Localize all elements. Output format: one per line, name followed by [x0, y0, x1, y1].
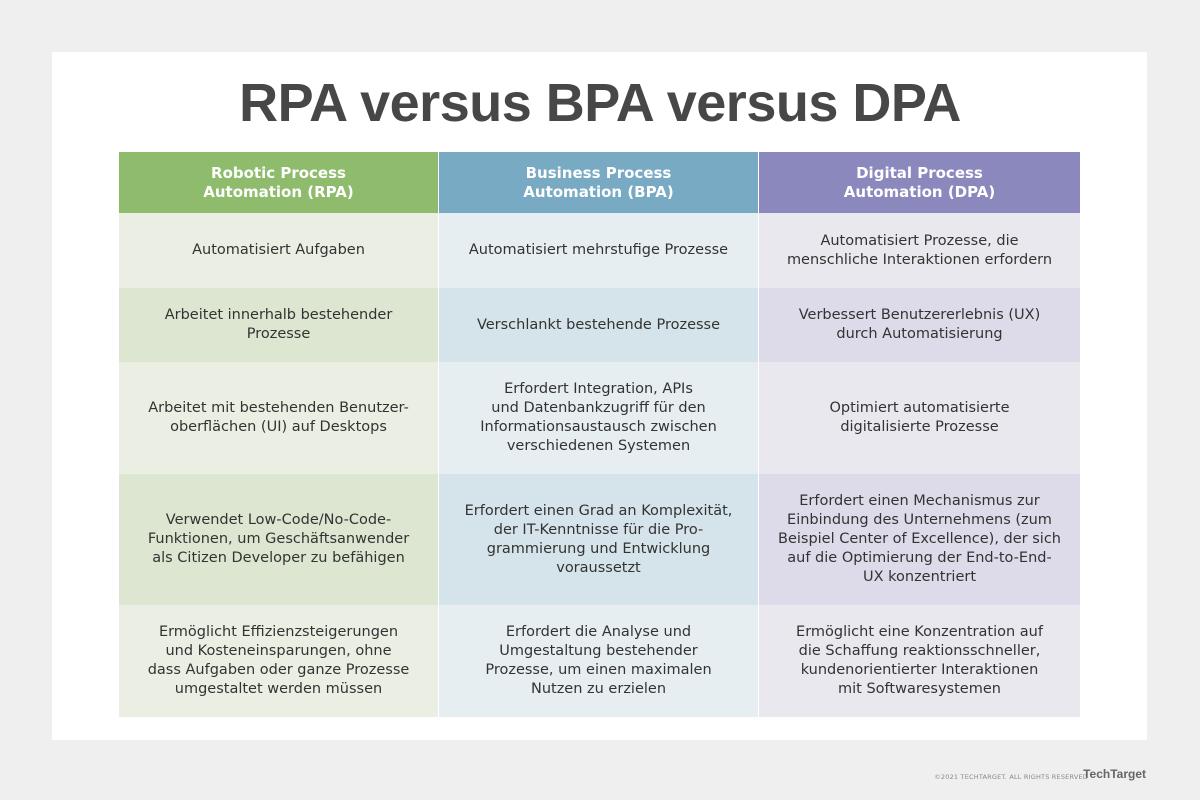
table-cell: Ermöglicht eine Konzentration auf die Sc… [759, 605, 1080, 717]
column-header: Robotic Process Automation (RPA) [119, 152, 439, 213]
table-cell: Automatisiert Aufgaben [119, 213, 439, 288]
title: RPA versus BPA versus DPA [239, 73, 961, 133]
table-cell: Ermöglicht Effizienzsteigerungen und Kos… [119, 605, 439, 717]
table-cell: Verbessert Benutzererlebnis (UX) durch A… [759, 288, 1080, 362]
table-cell: Erfordert einen Mechanismus zur Einbindu… [759, 474, 1080, 605]
table-cell: Verschlankt bestehende Prozesse [439, 288, 759, 362]
column-header: Digital Process Automation (DPA) [759, 152, 1080, 213]
table-cell: Automatisiert Prozesse, die menschliche … [759, 213, 1080, 288]
table-cell: Automatisiert mehrstufige Prozesse [439, 213, 759, 288]
column-header: Business Process Automation (BPA) [439, 152, 759, 213]
table-cell: Erfordert einen Grad an Komplexität, der… [439, 474, 759, 605]
table-cell: Optimiert automatisierte digitalisierte … [759, 362, 1080, 474]
table-cell: Arbeitet mit bestehenden Benutzer- oberf… [119, 362, 439, 474]
table-cell: Verwendet Low-Code/No-Code- Funktionen, … [119, 474, 439, 605]
comparison-table: Robotic Process Automation (RPA) Business… [119, 152, 1080, 717]
copyright: ©2021 TECHTARGET. ALL RIGHTS RESERVED [934, 773, 1088, 781]
table-cell: Erfordert Integration, APIs und Datenban… [439, 362, 759, 474]
table-cell: Arbeitet innerhalb bestehender Prozesse [119, 288, 439, 362]
brand-logo: TechTarget [1083, 767, 1146, 781]
table-cell: Erfordert die Analyse und Umgestaltung b… [439, 605, 759, 717]
